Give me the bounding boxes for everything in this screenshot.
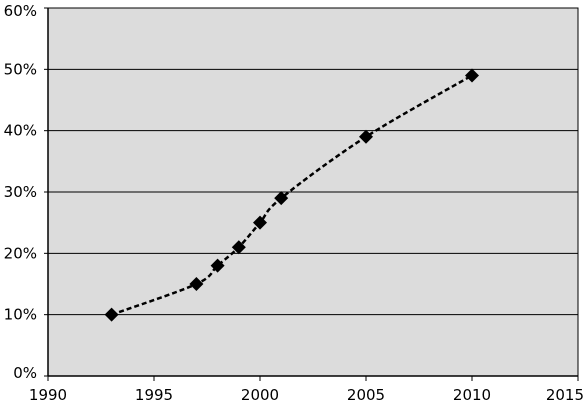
data-point-2 [210,258,225,273]
y-tick-label: 30% [4,183,37,201]
series-markers [104,68,479,322]
data-point-4 [253,215,267,230]
y-axis-ticks: 0% 10% 20% 30% 40% 50% 60% [4,2,48,382]
x-tick-label: 2005 [347,386,385,404]
data-point-5 [274,191,289,206]
data-point-0 [104,307,119,322]
x-tick-label: 1995 [135,386,173,404]
y-tick-label: 60% [4,2,37,20]
data-point-6 [359,129,373,144]
x-tick-label: 2000 [241,386,279,404]
y-tick-label: 0% [13,364,37,382]
y-tick-label: 50% [4,60,37,78]
x-tick-label: 1990 [29,386,67,404]
y-tick-label: 10% [4,306,37,324]
data-point-3 [231,240,246,255]
y-tick-label: 40% [4,122,37,140]
data-point-1 [189,277,204,291]
data-point-7 [465,68,479,83]
y-tick-label: 20% [4,244,37,262]
x-tick-label: 2010 [453,386,491,404]
gridlines [48,7,578,316]
x-axis-ticks: 1990 1995 2000 2005 2010 2015 [29,376,584,404]
x-tick-label: 2015 [546,386,584,404]
